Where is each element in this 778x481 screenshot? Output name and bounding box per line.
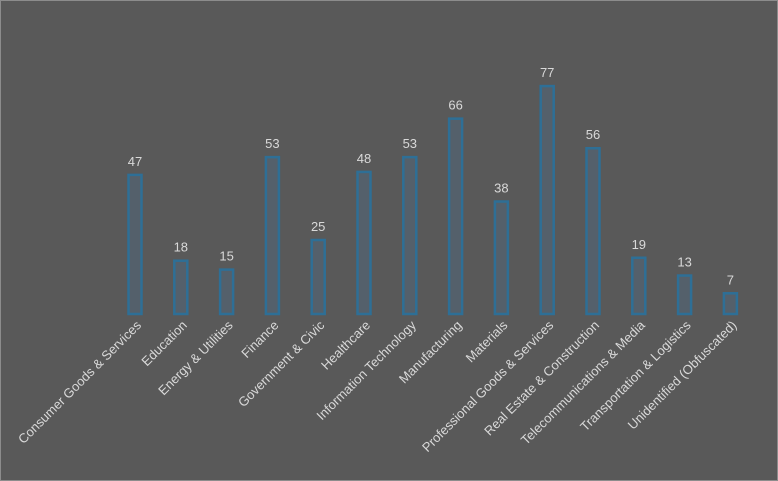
bar (127, 173, 143, 316)
bar (218, 268, 235, 316)
bar (539, 84, 555, 316)
bar (493, 200, 510, 316)
bar (447, 117, 464, 316)
bar (722, 292, 739, 316)
bar (173, 259, 189, 316)
category-label: Finance (238, 318, 281, 361)
data-label: 38 (494, 181, 508, 196)
bar (264, 155, 281, 316)
data-label: 25 (311, 219, 325, 234)
data-label: 53 (265, 136, 279, 151)
data-label: 77 (540, 65, 554, 80)
bar (310, 238, 326, 316)
data-label: 48 (357, 151, 371, 166)
bar (356, 170, 372, 316)
data-label: 15 (219, 249, 233, 264)
data-label: 13 (677, 255, 691, 270)
data-label: 47 (128, 154, 142, 169)
data-label: 66 (448, 98, 462, 113)
bar (585, 146, 601, 316)
bar (631, 256, 647, 316)
bar (402, 155, 418, 316)
bar (676, 274, 693, 316)
category-label: Government & Civic (235, 317, 328, 410)
data-label: 18 (174, 240, 188, 255)
category-label: Consumer Goods & Services (15, 317, 144, 446)
category-label: Materials (463, 317, 511, 365)
data-label: 53 (403, 136, 417, 151)
data-label: 56 (586, 127, 600, 142)
data-label: 7 (727, 272, 734, 287)
data-label: 19 (632, 237, 646, 252)
